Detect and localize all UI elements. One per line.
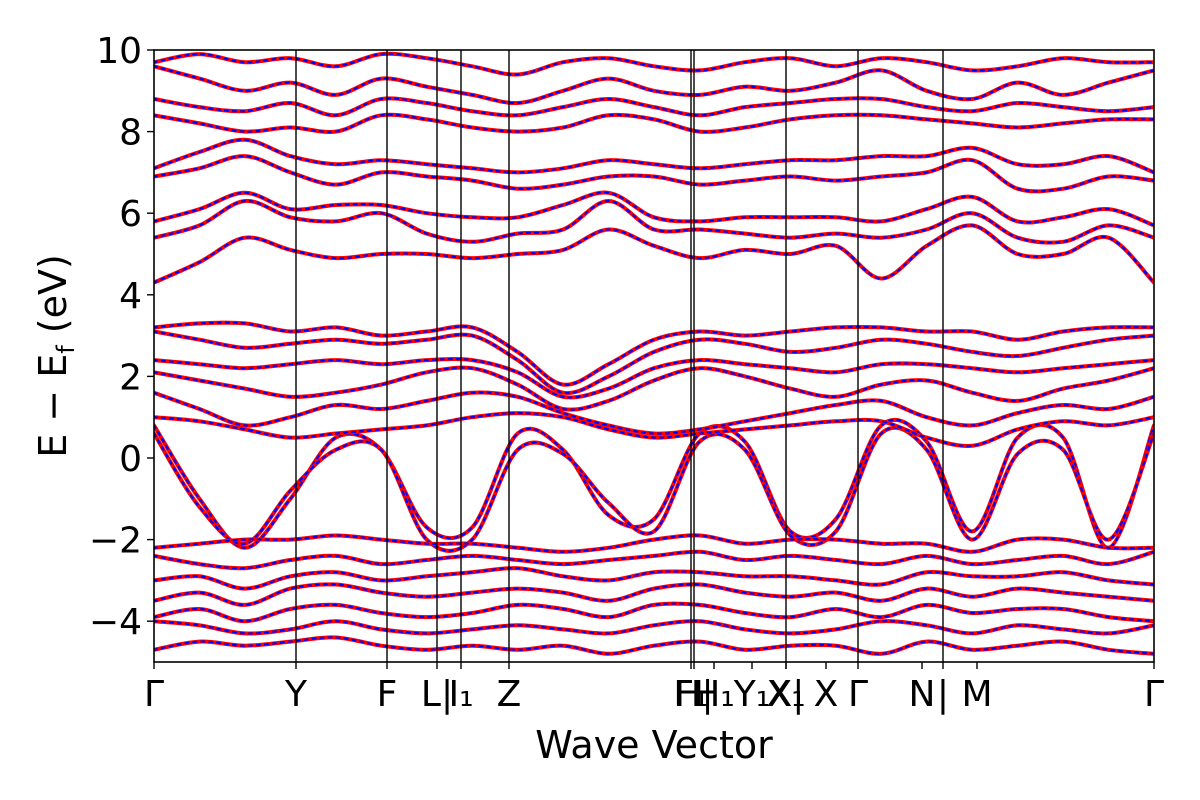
x-tick-label: Γ [848, 674, 868, 715]
kpath-lines [295, 50, 944, 662]
band-1-up [154, 425, 1154, 553]
x-tick-label: X [814, 674, 839, 715]
band-22-down [154, 619, 1154, 635]
band-12-down [154, 138, 1154, 174]
x-tick-label: X| [768, 674, 805, 715]
y-tick-label: 2 [119, 357, 142, 398]
x-tick-label: Y₁ [733, 674, 770, 715]
band-5-down [154, 357, 1154, 399]
y-tick-label: 10 [96, 31, 142, 72]
y-tick-label: 0 [119, 439, 142, 480]
x-tick-label: Γ [1144, 674, 1164, 715]
band-19-down [154, 567, 1154, 590]
plot-frame [153, 49, 1155, 663]
band-18-down [154, 550, 1154, 570]
x-tick-label: Γ [144, 674, 164, 715]
y-tick-label: −4 [89, 602, 142, 643]
band-2-down [154, 412, 1154, 448]
band-4-up [154, 365, 1154, 412]
y-axis-label-main: E − E [31, 354, 75, 458]
band-0-down [154, 418, 1154, 549]
y-axis: −4 −2 0 2 4 6 8 10 [89, 31, 154, 643]
band-13-down [154, 113, 1154, 134]
x-tick-label: I₁ [448, 674, 473, 715]
band-15-down [154, 65, 1154, 105]
band-8-down [154, 224, 1154, 284]
band-9-down [154, 199, 1154, 244]
band-16-down [154, 52, 1154, 76]
y-tick-label: −2 [89, 521, 142, 562]
band-20-up [154, 582, 1154, 607]
x-tick-label: H| [674, 674, 713, 715]
band-16-up [154, 51, 1154, 77]
band-12-up [154, 137, 1154, 175]
y-axis-label-sub: f [52, 345, 80, 354]
x-tick-label: | [937, 674, 949, 715]
x-axis-label: Wave Vector [535, 723, 773, 767]
x-tick-label: N [909, 674, 936, 715]
x-tick-label: Y [284, 674, 308, 715]
y-tick-label: 4 [119, 276, 142, 317]
x-tick-label: M [961, 674, 992, 715]
band-23-down [154, 636, 1154, 655]
x-tick-label: F [377, 674, 398, 715]
band-14-down [154, 97, 1154, 117]
band-4-down [154, 366, 1154, 411]
x-tick-label: F₁ [673, 674, 708, 715]
band-3-down [154, 391, 1154, 435]
y-axis-label: E − Ef (eV) [31, 254, 80, 458]
bands-layer [154, 51, 1154, 656]
band-7-down [154, 321, 1154, 386]
x-tick-label: X₁ [766, 674, 805, 715]
x-axis: Γ Y F L|I₁ Z F₁H|H₁ Y₁X|X₁ X Γ N | M Γ [144, 662, 1164, 715]
band-18-up [154, 549, 1154, 571]
band-5-up [154, 356, 1154, 400]
y-axis-label-unit: (eV) [31, 254, 75, 345]
band-17-down [154, 534, 1154, 553]
y-tick-label: 6 [119, 194, 142, 235]
band-21-up [154, 601, 1154, 624]
band-1-down [154, 426, 1154, 552]
x-tick-label: H₁ [693, 674, 735, 715]
band-10-down [154, 191, 1154, 227]
x-tick-label: Z [497, 674, 522, 715]
band-11-down [154, 154, 1154, 193]
band-6-down [154, 330, 1154, 395]
y-tick-label: 8 [119, 113, 142, 154]
x-tick-label: L| [421, 674, 453, 715]
